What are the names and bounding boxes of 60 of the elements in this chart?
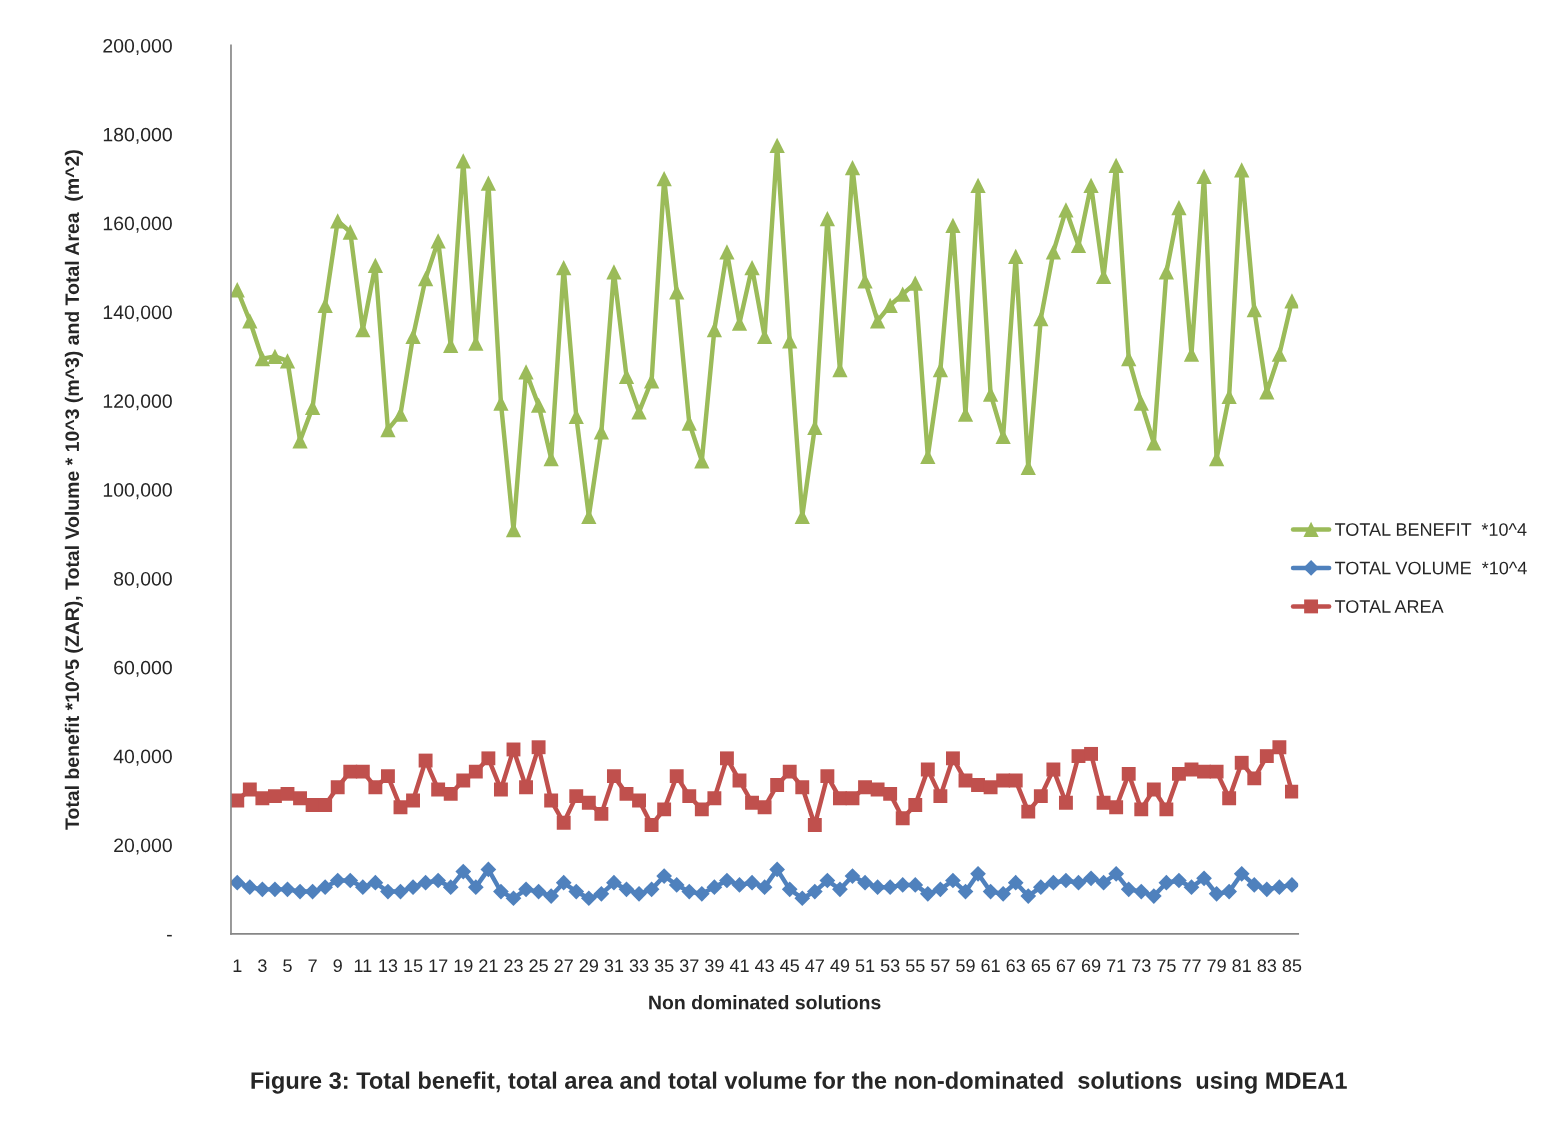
x-tick-label: 69	[1081, 959, 1101, 973]
x-tick-label: 7	[308, 959, 317, 972]
x-tick-label: 55	[905, 959, 925, 973]
x-tick-label: 53	[880, 959, 900, 973]
y-tick-label: 160,000	[103, 216, 172, 233]
x-tick-label: 17	[429, 959, 448, 972]
x-tick-label: 31	[604, 959, 624, 973]
x-tick-label: 35	[654, 959, 674, 973]
y-tick-label: -	[167, 934, 172, 937]
y-tick-label: 140,000	[103, 305, 172, 322]
x-tick-label: 61	[981, 959, 1000, 973]
x-tick-label: 21	[479, 959, 498, 972]
x-tick-label: 71	[1107, 959, 1126, 972]
y-axis-title: Total benefit *10^5 (ZAR), Total Volume * 10^3 (m^3) and Total Area (m^2)	[64, 150, 83, 830]
x-tick-label: 47	[805, 959, 824, 972]
y-tick-label: 180,000	[103, 127, 172, 144]
y-tick-label: 120,000	[103, 394, 172, 411]
x-axis-title: Non dominated solutions	[649, 995, 881, 1010]
x-tick-label: 45	[780, 959, 799, 973]
x-tick-label: 43	[754, 959, 774, 973]
x-tick-label: 49	[830, 959, 850, 973]
x-tick-label: 75	[1157, 959, 1176, 973]
x-tick-label: 51	[855, 959, 875, 973]
x-tick-label: 3	[258, 959, 267, 973]
x-tick-label: 23	[504, 959, 523, 973]
x-tick-label: 79	[1207, 959, 1226, 973]
x-tick-label: 1	[233, 959, 242, 972]
x-tick-label: 19	[454, 959, 473, 973]
y-tick-label: 60,000	[114, 660, 172, 677]
x-tick-label: 85	[1282, 959, 1302, 973]
x-tick-label: 15	[404, 959, 423, 973]
x-tick-label: 57	[931, 959, 950, 973]
x-tick-label: 59	[956, 959, 975, 973]
x-tick-label: 77	[1182, 959, 1201, 972]
y-tick-label: 40,000	[113, 749, 172, 766]
x-tick-label: 41	[729, 959, 749, 972]
x-tick-label: 5	[283, 959, 292, 973]
caption: Figure 3: Total benefit, total area and total volume for the non-dominated solutions using MDEA1	[251, 1071, 1347, 1094]
x-tick-label: 13	[379, 959, 398, 973]
x-tick-label: 73	[1132, 959, 1151, 973]
x-tick-label: 33	[629, 959, 649, 973]
legend-label: TOTAL AREA	[1334, 600, 1444, 613]
x-tick-label: 25	[529, 959, 548, 973]
legend-label: TOTAL BENEFIT *10^4	[1334, 523, 1527, 536]
x-tick-label: 9	[333, 959, 342, 973]
x-tick-label: 29	[579, 959, 599, 973]
x-tick-label: 83	[1257, 959, 1277, 973]
y-tick-label: 20,000	[114, 838, 172, 855]
x-tick-label: 65	[1031, 959, 1051, 973]
x-tick-label: 63	[1006, 959, 1025, 973]
y-tick-label: 200,000	[103, 38, 172, 55]
y-tick-label: 80,000	[114, 571, 172, 588]
x-tick-label: 37	[679, 959, 699, 973]
x-tick-label: 39	[705, 959, 724, 973]
x-tick-label: 81	[1232, 959, 1251, 973]
legend-label: TOTAL VOLUME *10^4	[1334, 561, 1527, 575]
x-tick-label: 11	[354, 959, 372, 972]
y-tick-label: 100,000	[103, 483, 172, 500]
x-tick-label: 27	[554, 959, 573, 972]
x-tick-label: 67	[1056, 959, 1076, 973]
